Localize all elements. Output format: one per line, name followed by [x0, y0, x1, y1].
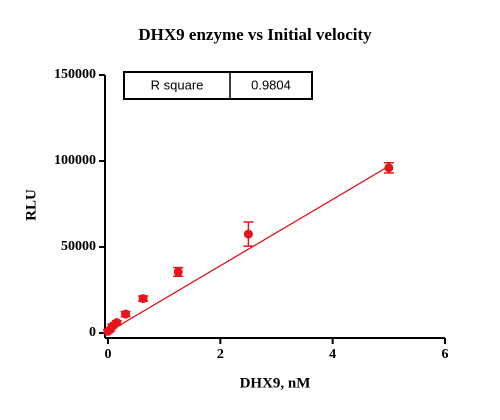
- x-tick-label: 0: [105, 347, 112, 362]
- fit-line: [107, 165, 390, 333]
- y-tick-label: 150000: [54, 67, 96, 82]
- x-tick-label: 2: [217, 347, 224, 362]
- y-tick-label: 0: [89, 325, 96, 340]
- data-point: [112, 318, 122, 328]
- data-point: [121, 309, 131, 319]
- stats-box: [123, 71, 313, 100]
- chart-title: DHX9 enzyme vs Initial velocity: [138, 25, 372, 44]
- x-tick-label: 4: [329, 347, 336, 362]
- data-point: [243, 229, 253, 239]
- y-axis-label: RLU: [23, 189, 39, 221]
- data-point: [384, 163, 394, 173]
- y-tick-label: 50000: [61, 239, 96, 254]
- x-axis-label: DHX9, nM: [240, 375, 311, 391]
- stats-value: 0.9804: [251, 77, 291, 92]
- stats-label: R square: [151, 77, 204, 92]
- data-point: [138, 294, 148, 304]
- y-tick-label: 100000: [54, 153, 96, 168]
- x-tick-label: 6: [442, 347, 449, 362]
- data-point: [173, 267, 183, 277]
